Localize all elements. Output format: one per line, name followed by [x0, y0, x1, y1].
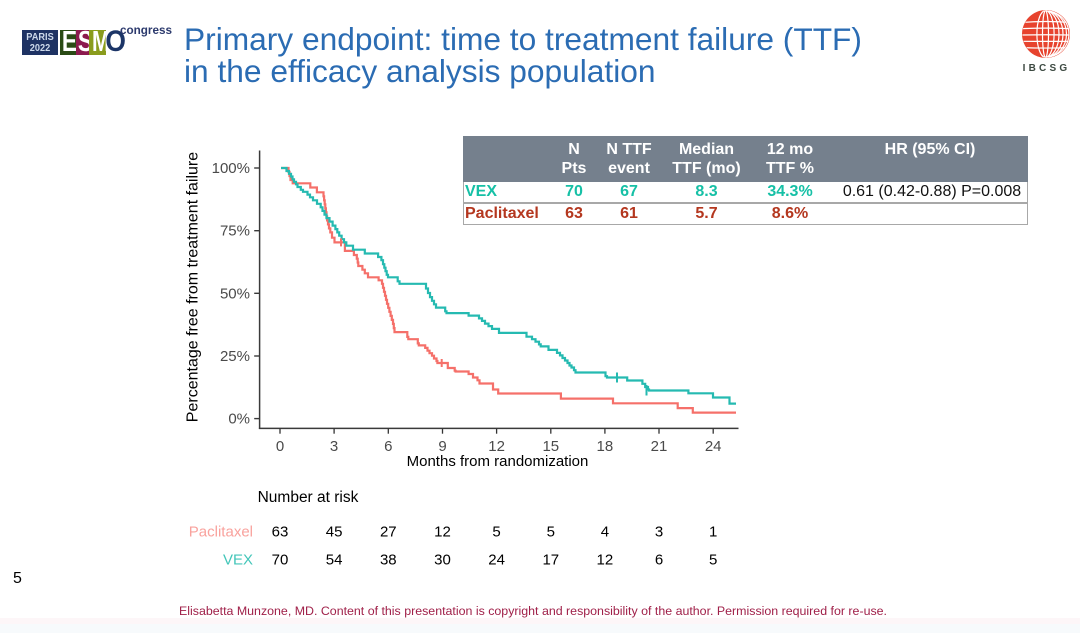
svg-text:5: 5	[547, 524, 555, 541]
svg-text:3: 3	[655, 524, 663, 541]
svg-text:3: 3	[330, 438, 338, 455]
svg-text:75%: 75%	[220, 223, 250, 240]
svg-text:12: 12	[434, 524, 451, 541]
svg-text:Number at risk: Number at risk	[258, 489, 359, 506]
svg-text:IBCSG: IBCSG	[1023, 63, 1071, 72]
svg-text:Percentage free from treatment: Percentage free from treatment failure	[185, 152, 202, 422]
svg-text:15: 15	[542, 438, 559, 455]
svg-text:18: 18	[597, 438, 614, 455]
svg-text:0%: 0%	[228, 411, 250, 428]
svg-text:6: 6	[655, 552, 663, 569]
svg-text:Paclitaxel: Paclitaxel	[189, 524, 253, 541]
svg-text:9: 9	[438, 438, 446, 455]
svg-text:30: 30	[434, 552, 451, 569]
svg-text:54: 54	[326, 552, 343, 569]
svg-text:63: 63	[272, 524, 289, 541]
svg-text:25%: 25%	[220, 348, 250, 365]
svg-text:70: 70	[272, 552, 289, 569]
svg-text:24: 24	[488, 552, 505, 569]
svg-text:Months from randomization: Months from randomization	[407, 453, 589, 470]
svg-text:1: 1	[709, 524, 717, 541]
svg-text:5: 5	[492, 524, 500, 541]
svg-text:VEX: VEX	[223, 552, 253, 569]
svg-text:50%: 50%	[220, 285, 250, 302]
svg-text:38: 38	[380, 552, 397, 569]
svg-text:12: 12	[488, 438, 505, 455]
svg-text:27: 27	[380, 524, 397, 541]
svg-text:6: 6	[384, 438, 392, 455]
svg-text:17: 17	[542, 552, 559, 569]
svg-text:4: 4	[601, 524, 609, 541]
svg-text:12: 12	[597, 552, 614, 569]
svg-text:100%: 100%	[212, 160, 250, 177]
svg-text:0: 0	[276, 438, 284, 455]
svg-text:21: 21	[651, 438, 668, 455]
svg-text:45: 45	[326, 524, 343, 541]
svg-text:5: 5	[709, 552, 717, 569]
svg-text:24: 24	[705, 438, 722, 455]
